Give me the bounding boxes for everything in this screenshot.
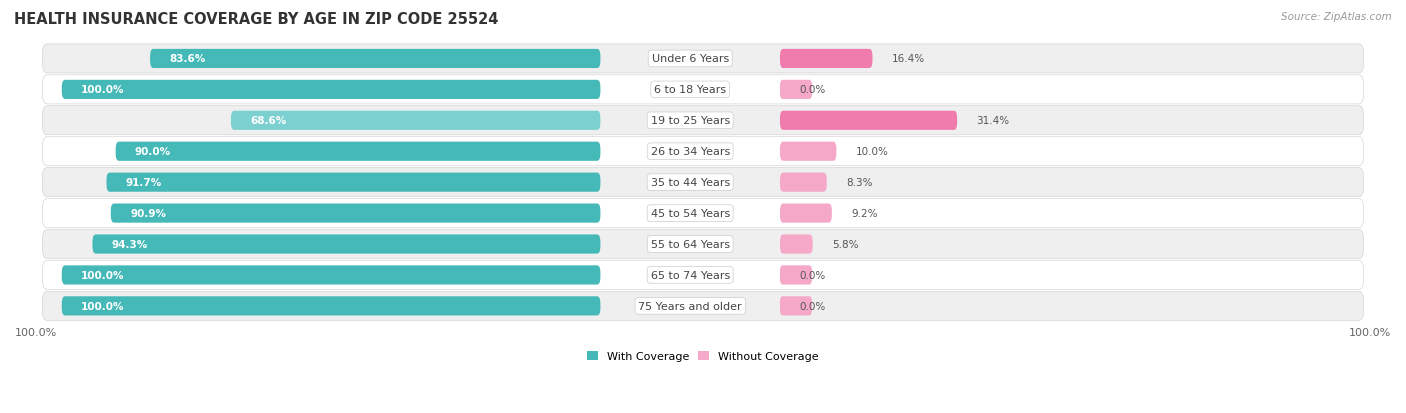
- Text: Source: ZipAtlas.com: Source: ZipAtlas.com: [1281, 12, 1392, 22]
- Legend: With Coverage, Without Coverage: With Coverage, Without Coverage: [582, 347, 824, 366]
- Text: 90.0%: 90.0%: [135, 147, 172, 157]
- FancyBboxPatch shape: [107, 173, 600, 192]
- Text: 10.0%: 10.0%: [856, 147, 889, 157]
- Text: HEALTH INSURANCE COVERAGE BY AGE IN ZIP CODE 25524: HEALTH INSURANCE COVERAGE BY AGE IN ZIP …: [14, 12, 499, 27]
- FancyBboxPatch shape: [780, 235, 813, 254]
- Text: 100.0%: 100.0%: [82, 85, 125, 95]
- Text: 100.0%: 100.0%: [82, 301, 125, 311]
- Text: 45 to 54 Years: 45 to 54 Years: [651, 209, 730, 218]
- Text: 100.0%: 100.0%: [82, 270, 125, 280]
- FancyBboxPatch shape: [62, 266, 600, 285]
- FancyBboxPatch shape: [62, 81, 600, 100]
- FancyBboxPatch shape: [780, 297, 813, 316]
- Text: 9.2%: 9.2%: [851, 209, 877, 218]
- Text: 16.4%: 16.4%: [891, 55, 925, 64]
- FancyBboxPatch shape: [42, 138, 1364, 166]
- FancyBboxPatch shape: [115, 142, 600, 161]
- Text: 0.0%: 0.0%: [799, 270, 825, 280]
- FancyBboxPatch shape: [780, 266, 813, 285]
- Text: 75 Years and older: 75 Years and older: [638, 301, 742, 311]
- Text: 55 to 64 Years: 55 to 64 Years: [651, 240, 730, 249]
- Text: 5.8%: 5.8%: [832, 240, 859, 249]
- Text: 31.4%: 31.4%: [976, 116, 1010, 126]
- FancyBboxPatch shape: [93, 235, 600, 254]
- FancyBboxPatch shape: [42, 107, 1364, 135]
- FancyBboxPatch shape: [780, 173, 827, 192]
- Text: 0.0%: 0.0%: [799, 85, 825, 95]
- FancyBboxPatch shape: [780, 204, 832, 223]
- Text: 68.6%: 68.6%: [250, 116, 287, 126]
- FancyBboxPatch shape: [42, 45, 1364, 74]
- Text: 19 to 25 Years: 19 to 25 Years: [651, 116, 730, 126]
- Text: 65 to 74 Years: 65 to 74 Years: [651, 270, 730, 280]
- Text: 91.7%: 91.7%: [125, 178, 162, 188]
- FancyBboxPatch shape: [42, 168, 1364, 197]
- Text: 90.9%: 90.9%: [129, 209, 166, 218]
- FancyBboxPatch shape: [111, 204, 600, 223]
- FancyBboxPatch shape: [780, 112, 957, 131]
- FancyBboxPatch shape: [42, 230, 1364, 259]
- Text: 26 to 34 Years: 26 to 34 Years: [651, 147, 730, 157]
- FancyBboxPatch shape: [780, 142, 837, 161]
- Text: 6 to 18 Years: 6 to 18 Years: [654, 85, 727, 95]
- FancyBboxPatch shape: [62, 297, 600, 316]
- Text: 8.3%: 8.3%: [846, 178, 873, 188]
- FancyBboxPatch shape: [42, 261, 1364, 290]
- Text: 0.0%: 0.0%: [799, 301, 825, 311]
- Text: Under 6 Years: Under 6 Years: [651, 55, 728, 64]
- FancyBboxPatch shape: [780, 81, 813, 100]
- FancyBboxPatch shape: [780, 50, 873, 69]
- FancyBboxPatch shape: [231, 112, 600, 131]
- FancyBboxPatch shape: [42, 292, 1364, 320]
- FancyBboxPatch shape: [42, 76, 1364, 104]
- Text: 94.3%: 94.3%: [111, 240, 148, 249]
- Text: 83.6%: 83.6%: [169, 55, 205, 64]
- FancyBboxPatch shape: [42, 199, 1364, 228]
- FancyBboxPatch shape: [150, 50, 600, 69]
- Text: 35 to 44 Years: 35 to 44 Years: [651, 178, 730, 188]
